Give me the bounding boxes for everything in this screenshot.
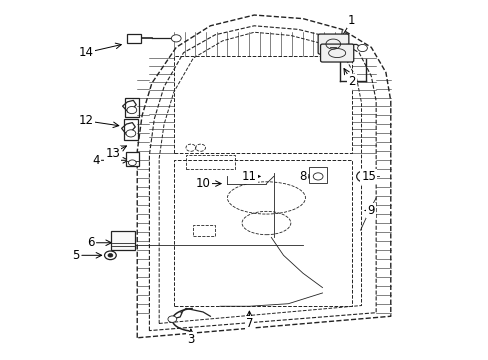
Circle shape [361, 174, 366, 179]
FancyBboxPatch shape [309, 167, 326, 183]
Circle shape [171, 35, 181, 42]
Text: 2: 2 [347, 75, 355, 88]
Text: 15: 15 [361, 170, 375, 183]
Circle shape [126, 130, 136, 137]
Text: 13: 13 [105, 147, 120, 159]
Circle shape [357, 44, 366, 51]
Bar [185, 155, 234, 169]
Bar [125, 152, 139, 166]
Text: 10: 10 [195, 177, 210, 190]
Text: 4: 4 [92, 154, 100, 167]
Text: 1: 1 [347, 14, 355, 27]
Circle shape [356, 171, 371, 182]
Bar [123, 119, 138, 140]
FancyBboxPatch shape [318, 34, 348, 54]
Text: 11: 11 [242, 170, 256, 183]
Text: 14: 14 [79, 46, 93, 59]
Text: 6: 6 [87, 236, 95, 249]
Circle shape [127, 107, 137, 114]
Circle shape [108, 253, 113, 257]
Circle shape [167, 316, 176, 322]
Text: 9: 9 [367, 204, 374, 217]
Circle shape [104, 251, 116, 260]
Circle shape [128, 160, 136, 166]
Bar [124, 98, 139, 117]
Text: 7: 7 [245, 317, 253, 330]
Text: 3: 3 [187, 333, 194, 346]
Text: 8: 8 [299, 170, 306, 183]
FancyBboxPatch shape [111, 231, 135, 249]
FancyBboxPatch shape [127, 34, 141, 43]
Bar [193, 225, 215, 235]
FancyBboxPatch shape [320, 44, 353, 62]
Text: 5: 5 [72, 249, 80, 262]
Text: 12: 12 [79, 114, 93, 127]
